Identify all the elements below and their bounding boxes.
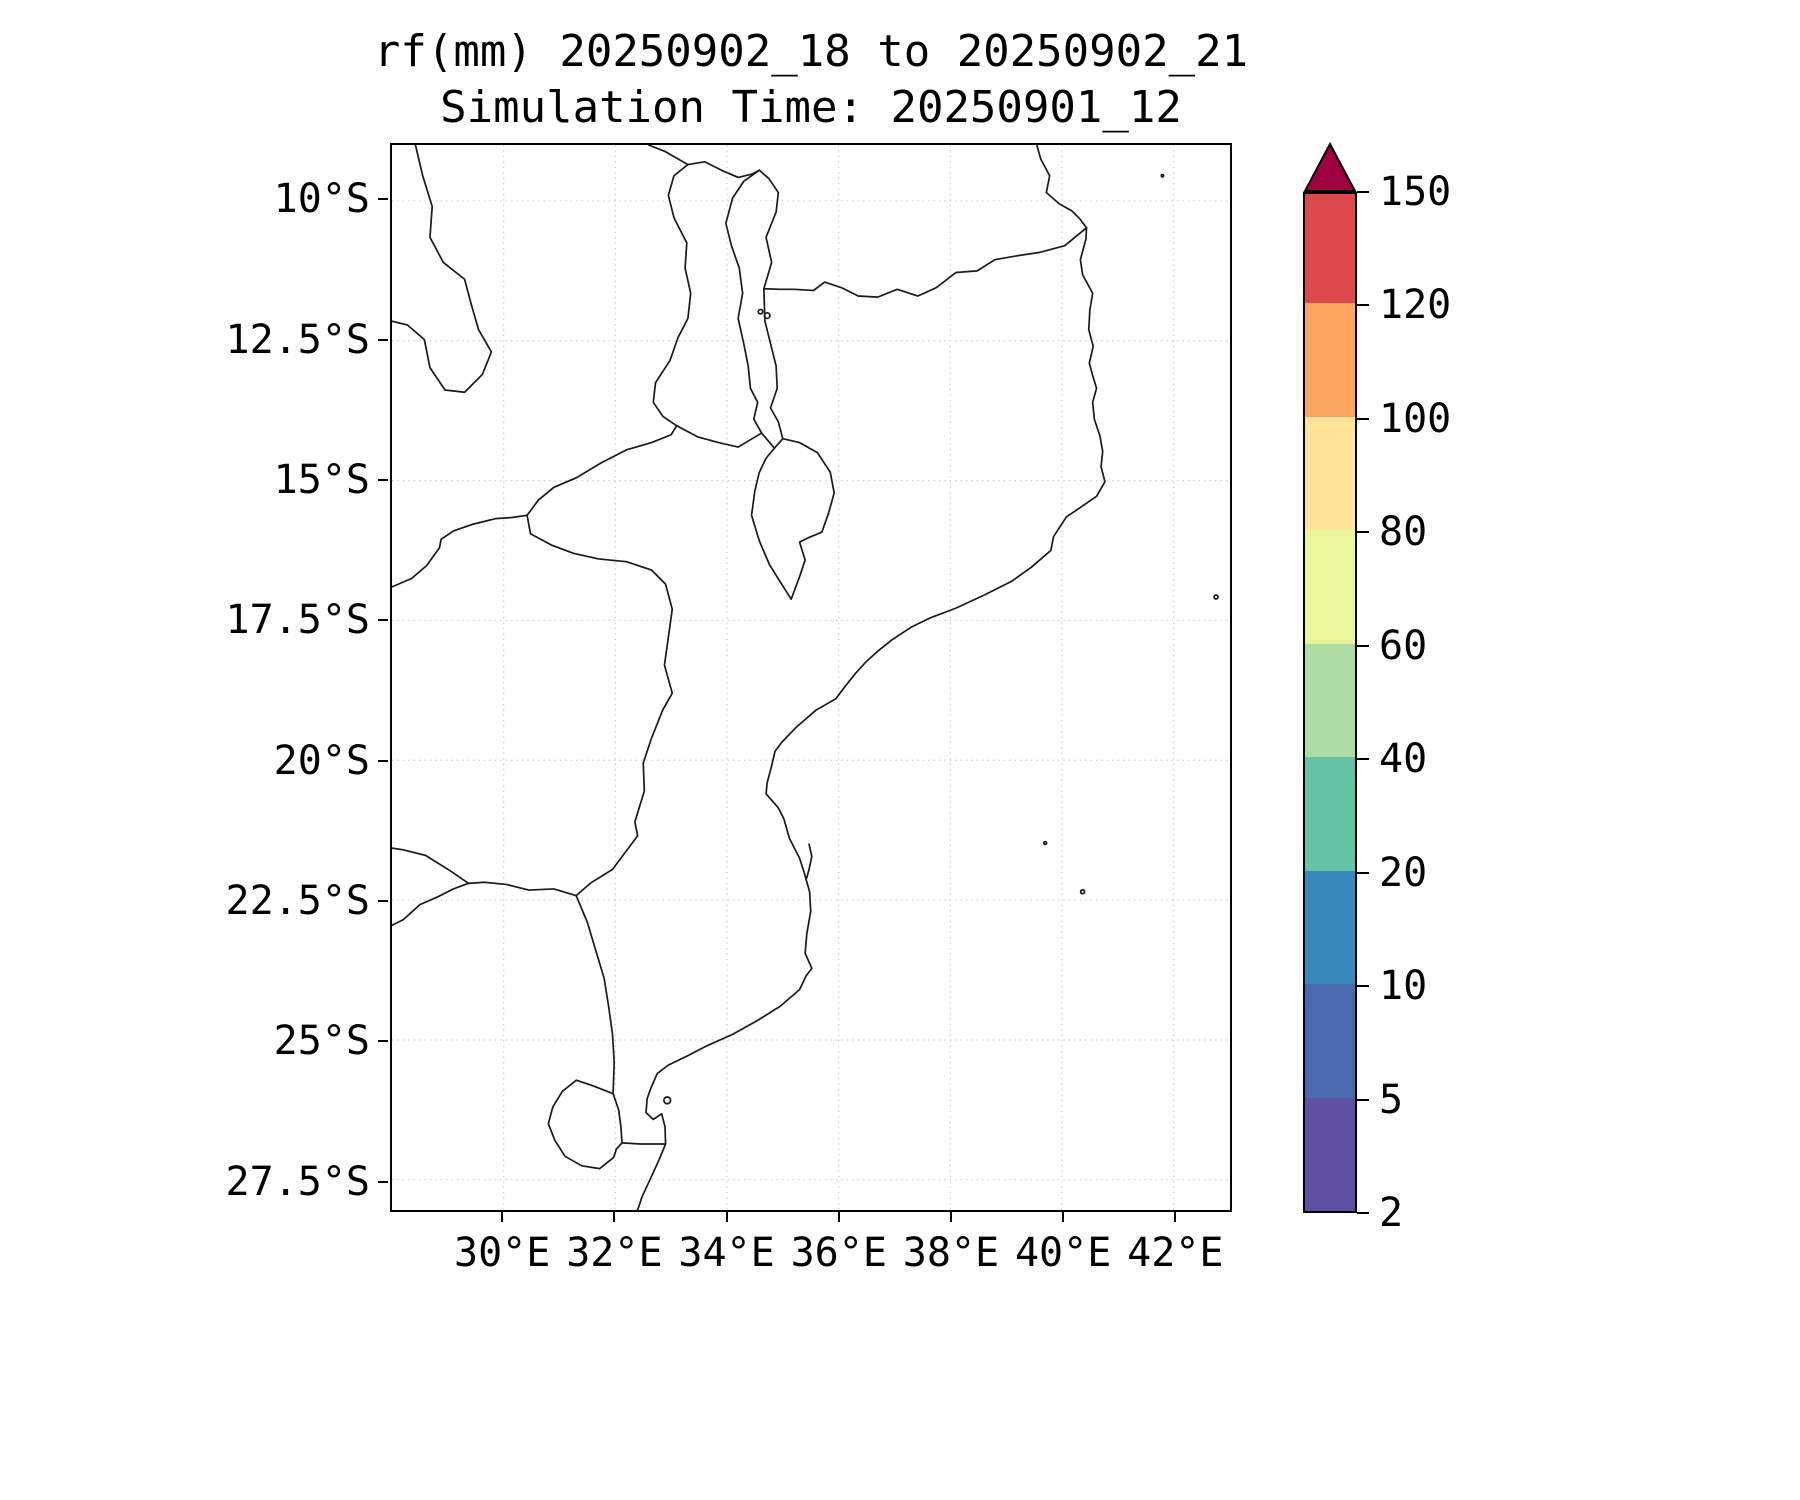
x-tick-mark — [613, 1212, 616, 1222]
malawi-tanzania-border-path — [688, 162, 759, 178]
colorbar-tick-label: 100 — [1379, 395, 1452, 442]
x-tick-label: 40°E — [1014, 1230, 1112, 1276]
y-tick-mark — [378, 478, 388, 481]
colorbar-band — [1305, 416, 1355, 531]
zambia-mozambique-border-path — [527, 426, 677, 515]
plot-title: rf(mm) 20250902_18 to 20250902_21 — [373, 26, 1249, 77]
eswatini-outline-path — [548, 1080, 622, 1168]
botswana-southafrica-border-path — [392, 883, 468, 925]
map-axes — [390, 143, 1232, 1212]
y-tick-mark — [378, 1180, 388, 1183]
tanzania-zambia-border-path — [649, 145, 688, 165]
colorbar-tick-label: 80 — [1379, 509, 1428, 556]
colorbar-band — [1305, 756, 1355, 871]
colorbar-tick-label: 120 — [1379, 282, 1452, 329]
y-tick-label: 22.5°S — [225, 877, 371, 924]
island-marker — [1161, 175, 1163, 177]
map-canvas — [392, 145, 1230, 1210]
colorbar-extend-triangle — [1303, 142, 1357, 192]
y-tick-label: 25°S — [273, 1018, 370, 1065]
colorbar-tick-label: 60 — [1379, 622, 1428, 669]
island-marker — [1214, 595, 1218, 599]
x-tick-mark — [1174, 1212, 1177, 1222]
x-tick-label: 36°E — [790, 1230, 887, 1276]
island-marker — [1044, 842, 1047, 845]
y-tick-label: 20°S — [273, 737, 370, 784]
colorbar-tick-mark — [1357, 417, 1369, 420]
x-tick-mark — [725, 1212, 728, 1222]
colorbar-tick-mark — [1357, 985, 1369, 988]
lebombo-border-path — [576, 896, 614, 1094]
y-tick-mark — [378, 759, 388, 762]
colorbar-tick-mark — [1357, 304, 1369, 307]
y-tick-mark — [378, 899, 388, 902]
y-tick-label: 17.5°S — [225, 597, 371, 644]
x-tick-mark — [1062, 1212, 1065, 1222]
x-tick-label: 38°E — [902, 1230, 1000, 1276]
y-tick-mark — [378, 338, 388, 341]
y-tick-label: 10°S — [273, 176, 370, 223]
colorbar-band — [1305, 302, 1355, 417]
colorbar-tick-mark — [1357, 758, 1369, 761]
y-tick-mark — [378, 198, 388, 201]
colorbar-tick-label: 2 — [1379, 1190, 1404, 1236]
malawi-mozambique-border-path — [677, 426, 762, 447]
colorbar-band — [1305, 869, 1355, 985]
zimbabwe-mozambique-border-path — [527, 515, 672, 895]
colorbar-bar — [1303, 192, 1357, 1213]
colorbar-tick-mark — [1357, 191, 1369, 193]
island-marker — [1081, 890, 1085, 894]
lake-malawi-path — [726, 170, 783, 448]
colorbar-band — [1305, 643, 1355, 758]
zambezi-kariba-border-path — [392, 515, 527, 587]
mozambique-eswatini-border-path — [613, 1094, 622, 1143]
island-marker — [764, 313, 770, 319]
y-tick-label: 27.5°S — [225, 1158, 371, 1205]
island-marker — [664, 1097, 671, 1104]
colorbar-tick-label: 10 — [1379, 963, 1428, 1010]
malawi-west-border-path — [653, 165, 690, 426]
colorbar-band — [1305, 983, 1355, 1098]
x-tick-mark — [837, 1212, 840, 1222]
y-tick-label: 12.5°S — [225, 316, 371, 363]
colorbar-tick-label: 150 — [1379, 169, 1452, 215]
colorbar-tick-label: 40 — [1379, 736, 1428, 783]
y-tick-mark — [378, 1040, 388, 1043]
colorbar-tick-mark — [1357, 644, 1369, 647]
colorbar-tick-mark — [1357, 871, 1369, 874]
colorbar-band — [1305, 194, 1355, 304]
colorbar-tick-mark — [1357, 1098, 1369, 1101]
colorbar-tick-label: 20 — [1379, 849, 1428, 896]
x-tick-label: 42°E — [1127, 1230, 1224, 1276]
x-tick-label: 30°E — [454, 1230, 551, 1276]
x-tick-mark — [949, 1212, 952, 1222]
botswana-zimbabwe-border-path — [392, 848, 468, 883]
southafrica-mozambique-south-border-path — [622, 1143, 666, 1144]
island-marker — [758, 309, 762, 313]
x-tick-label: 34°E — [678, 1230, 775, 1276]
limpopo-border-path — [468, 882, 576, 895]
y-tick-mark — [378, 619, 388, 622]
x-tick-label: 32°E — [566, 1230, 663, 1276]
coastline-path — [638, 145, 1105, 1210]
x-tick-mark — [501, 1212, 504, 1222]
colorbar-tick-mark — [1357, 531, 1369, 534]
colorbar-tick-mark — [1357, 1212, 1369, 1214]
malawi-south-lobe-path — [752, 439, 835, 600]
colorbar-band — [1305, 529, 1355, 644]
luapula-pedicle-border-path — [392, 145, 491, 392]
bazaruto-islands-path — [807, 844, 812, 878]
colorbar-tick-label: 5 — [1379, 1076, 1404, 1123]
colorbar-band — [1305, 1096, 1355, 1211]
y-tick-label: 15°S — [273, 456, 370, 503]
plot-subtitle: Simulation Time: 20250901_12 — [440, 82, 1182, 133]
rovuma-border-path — [764, 228, 1087, 297]
